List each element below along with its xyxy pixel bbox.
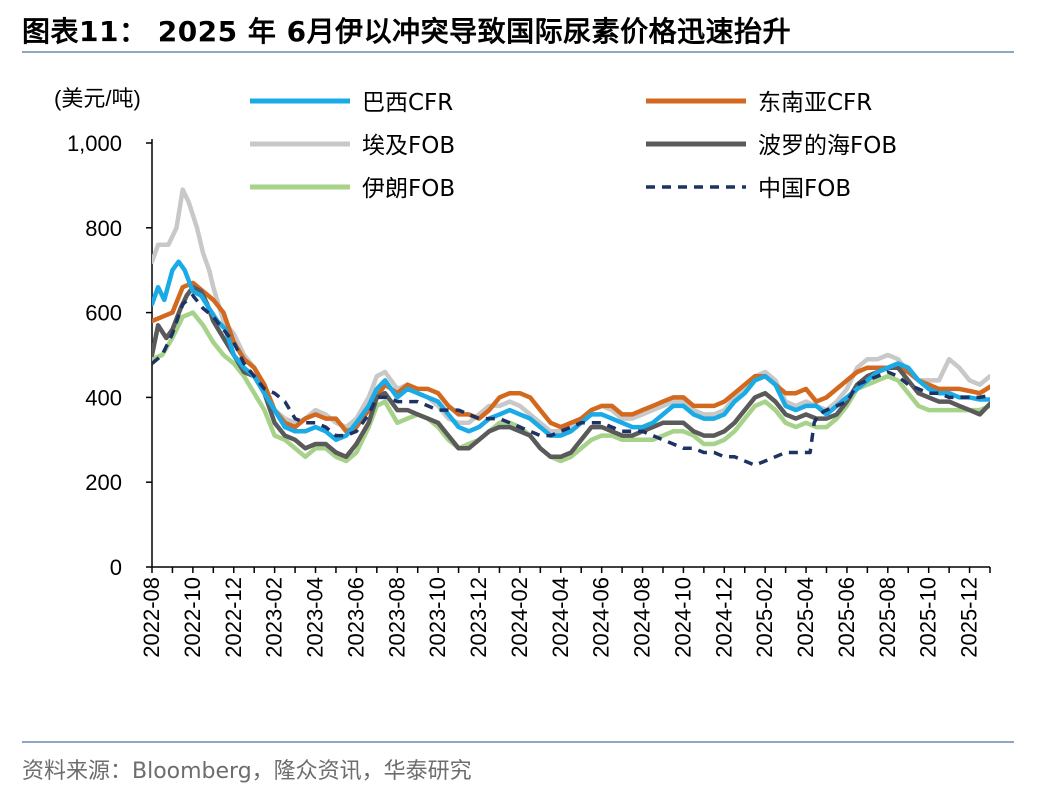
legend-label-1: 巴西CFR <box>362 90 453 116</box>
x-tick-label: 2025-06 <box>834 577 859 658</box>
chart-title: 图表11： 2025 年 6月伊以冲突导致国际尿素价格迅速抬升 <box>22 15 792 48</box>
y-axis-unit-label: (美元/吨) <box>54 86 141 111</box>
y-tick-label: 0 <box>110 555 122 580</box>
legend-label-3: 埃及FOB <box>362 133 455 159</box>
x-tick-label: 2023-02 <box>262 577 287 658</box>
x-tick-label: 2024-02 <box>507 577 532 658</box>
y-tick-label: 1,000 <box>67 131 122 156</box>
x-tick-label: 2025-04 <box>793 577 818 658</box>
y-tick-label: 600 <box>85 301 122 326</box>
x-tick-label: 2023-12 <box>466 577 491 658</box>
x-tick-label: 2025-12 <box>957 577 982 658</box>
legend-label-6: 中国FOB <box>758 176 851 202</box>
series-line-1 <box>152 259 990 443</box>
x-tick-label: 2022-10 <box>180 577 205 658</box>
x-tick-label: 2025-08 <box>875 577 900 658</box>
x-tick-label: 2023-06 <box>343 577 368 658</box>
legend-label-2: 东南亚CFR <box>758 90 872 116</box>
legend-label-4: 波罗的海FOB <box>758 133 897 159</box>
x-tick-label: 2024-08 <box>630 577 655 658</box>
title-divider <box>22 51 1014 53</box>
y-tick-label: 800 <box>85 216 122 241</box>
source-note: 资料来源：Bloomberg，隆众资讯，华泰研究 <box>22 759 472 784</box>
series-line-6 <box>152 293 990 467</box>
x-tick-label: 2023-10 <box>425 577 450 658</box>
x-tick-label: 2024-12 <box>711 577 736 658</box>
y-tick-label: 400 <box>85 385 122 410</box>
legend-label-5: 伊朗FOB <box>362 176 455 202</box>
x-tick-label: 2025-10 <box>916 577 941 658</box>
x-tick-label: 2024-10 <box>670 577 695 658</box>
x-tick-label: 2024-04 <box>548 577 573 658</box>
x-tick-label: 2025-02 <box>752 577 777 658</box>
y-tick-label: 200 <box>85 470 122 495</box>
x-tick-label: 2023-08 <box>384 577 409 658</box>
x-tick-label: 2023-04 <box>303 577 328 658</box>
series-line-5 <box>152 310 990 464</box>
footer-divider <box>22 741 1014 743</box>
x-tick-label: 2024-06 <box>589 577 614 658</box>
x-tick-label: 2022-12 <box>221 577 246 658</box>
series-line-2 <box>152 280 990 434</box>
x-tick-label: 2022-08 <box>139 577 164 658</box>
chart-canvas: (美元/吨) 0 200 400 600 800 1,000 2022-08 2022-10 20… <box>54 86 991 658</box>
